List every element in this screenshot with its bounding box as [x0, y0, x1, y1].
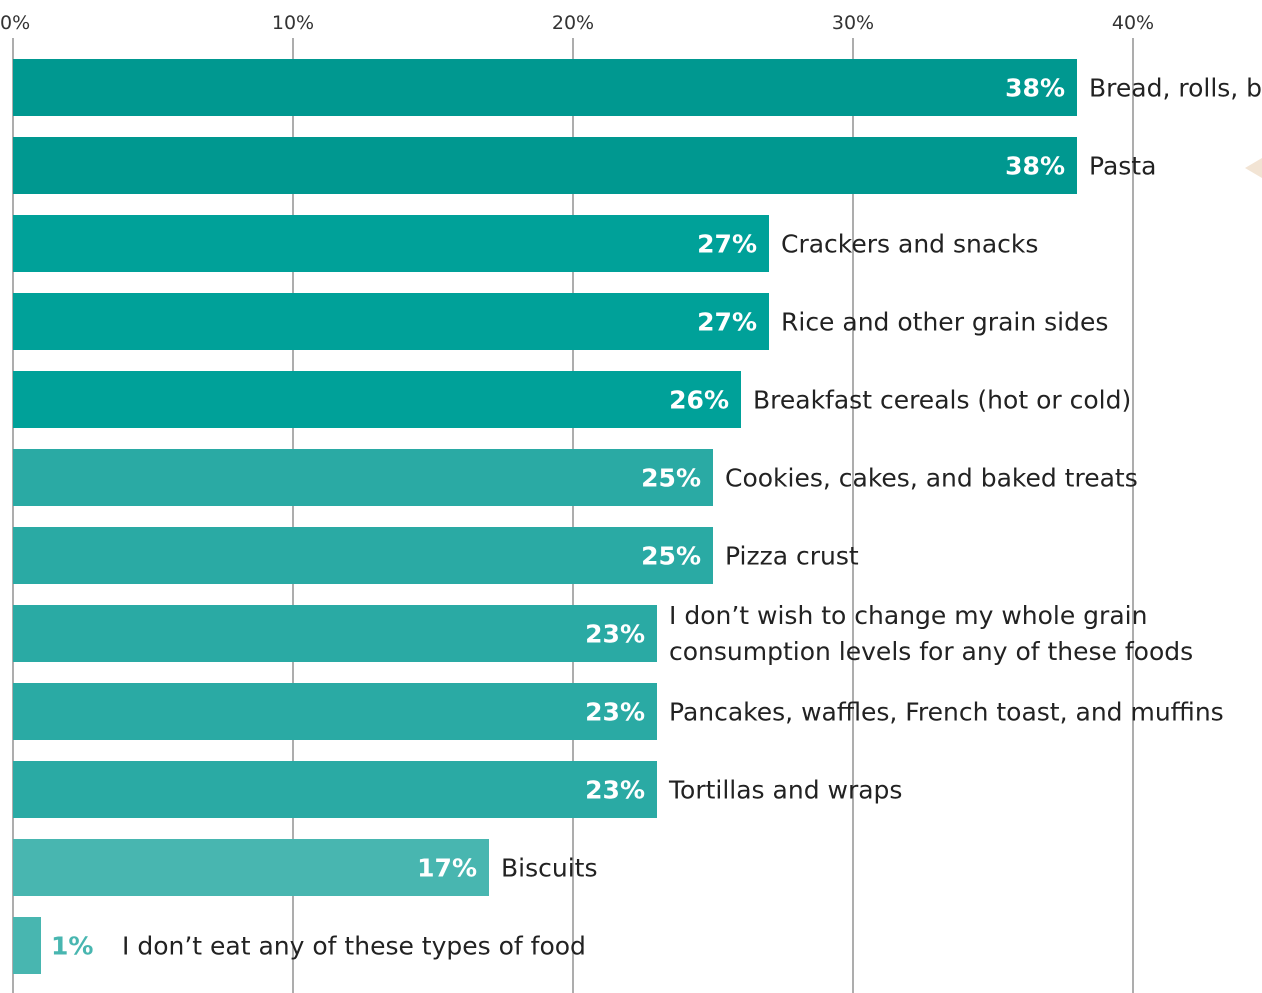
- bars: [13, 59, 1077, 974]
- value-label: 1%: [51, 932, 93, 961]
- category-label: Biscuits: [501, 854, 597, 883]
- bar: [13, 917, 41, 974]
- category-label: Cookies, cakes, and baked treats: [725, 464, 1138, 493]
- value-label: 26%: [669, 386, 729, 415]
- category-label: Pizza crust: [725, 542, 859, 571]
- x-axis-ticks: 0% 10% 20% 30% 40%: [0, 12, 1154, 34]
- category-label: I don’t eat any of these types of food: [122, 932, 586, 961]
- bar: [13, 761, 657, 818]
- category-label: Bread, rolls, b: [1089, 74, 1262, 103]
- bar: [13, 605, 657, 662]
- category-label: Breakfast cereals (hot or cold): [753, 386, 1131, 415]
- category-label: Pancakes, waffles, French toast, and muf…: [669, 698, 1224, 727]
- bar: [13, 293, 769, 350]
- bar: [13, 839, 489, 896]
- bar: [13, 137, 1077, 194]
- value-label: 38%: [1005, 74, 1065, 103]
- value-label: 23%: [585, 620, 645, 649]
- value-label: 23%: [585, 698, 645, 727]
- x-tick-label: 30%: [832, 12, 874, 34]
- x-tick-label: 0%: [0, 12, 30, 34]
- category-label: Pasta: [1089, 152, 1156, 181]
- bar: [13, 371, 741, 428]
- bar-labels: 38% Bread, rolls, b 38% Pasta 27% Crackers an…: [51, 74, 1262, 961]
- bar: [13, 527, 713, 584]
- bar: [13, 683, 657, 740]
- bar: [13, 215, 769, 272]
- x-tick-label: 20%: [552, 12, 594, 34]
- x-tick-label: 10%: [272, 12, 314, 34]
- value-label: 27%: [697, 308, 757, 337]
- category-label: Crackers and snacks: [781, 230, 1038, 259]
- x-tick-label: 40%: [1112, 12, 1154, 34]
- category-label: I don’t wish to change my whole grain con…: [669, 601, 1193, 666]
- bar: [13, 449, 713, 506]
- value-label: 25%: [641, 542, 701, 571]
- value-label: 25%: [641, 464, 701, 493]
- category-label: Rice and other grain sides: [781, 308, 1108, 337]
- pointer-triangle-icon: [1245, 158, 1262, 178]
- category-label: Tortillas and wraps: [668, 776, 902, 805]
- grid-lines: [12, 38, 1134, 993]
- value-label: 27%: [697, 230, 757, 259]
- bar: [13, 59, 1077, 116]
- value-label: 23%: [585, 776, 645, 805]
- value-label: 17%: [417, 854, 477, 883]
- value-label: 38%: [1005, 152, 1065, 181]
